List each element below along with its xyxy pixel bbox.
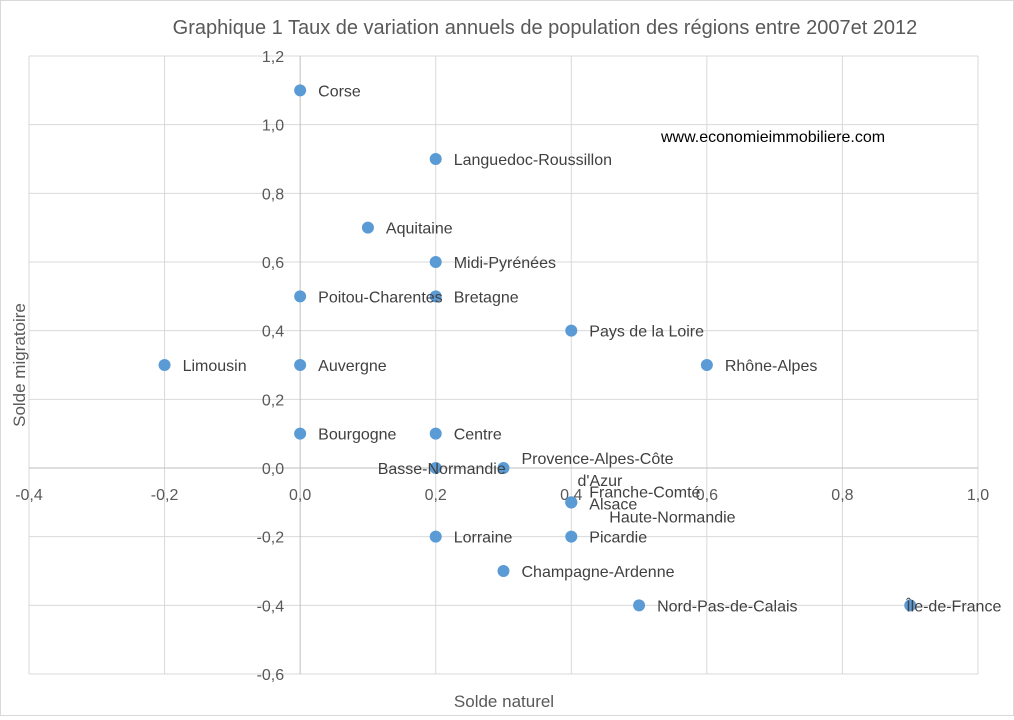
data-labels: Corse Languedoc-Roussillon AquitaineMidi-P… bbox=[183, 83, 1002, 615]
x-tick-label: 0,4 bbox=[560, 487, 582, 504]
data-point bbox=[633, 599, 646, 612]
data-point bbox=[294, 359, 307, 371]
data-point bbox=[158, 359, 171, 371]
y-tick-label: 1,0 bbox=[262, 118, 284, 135]
data-label: Centre bbox=[454, 427, 502, 444]
gridlines bbox=[28, 55, 979, 675]
data-point bbox=[700, 359, 713, 371]
x-axis-title: Solde naturel bbox=[454, 692, 554, 711]
data-label: Midi-Pyrénées bbox=[454, 255, 556, 272]
data-label: Poitou-Charentes bbox=[318, 289, 443, 306]
data-label: Limousin bbox=[183, 358, 247, 375]
y-tick-label: 1,2 bbox=[262, 49, 284, 66]
data-label: Pays de la Loire bbox=[589, 324, 704, 341]
watermark-annotation: www.economieimmobiliere.com bbox=[660, 129, 885, 146]
data-point bbox=[429, 530, 442, 543]
data-label: Île-de-France bbox=[905, 596, 1001, 615]
y-tick-label: 0,8 bbox=[262, 186, 284, 203]
data-label: Languedoc-Roussillon bbox=[454, 152, 612, 169]
data-point bbox=[565, 324, 578, 337]
data-point bbox=[429, 256, 442, 268]
data-point bbox=[361, 221, 374, 234]
data-label: Picardie bbox=[589, 530, 647, 547]
x-tick-label: 0,2 bbox=[425, 487, 447, 504]
data-point bbox=[429, 290, 442, 303]
data-label: Bourgogne bbox=[318, 427, 396, 444]
y-tick-label: 0,2 bbox=[262, 392, 284, 409]
data-point bbox=[565, 496, 578, 509]
data-point bbox=[565, 530, 578, 543]
y-tick-label: -0,6 bbox=[257, 667, 285, 684]
x-tick-label: 0,8 bbox=[831, 487, 853, 504]
data-point bbox=[294, 290, 307, 303]
x-tick-label: -0,4 bbox=[15, 487, 43, 504]
data-label: Corse bbox=[318, 83, 361, 100]
data-label: Basse-Normandie bbox=[378, 461, 506, 478]
x-tick-label: 0,6 bbox=[696, 487, 718, 504]
data-point bbox=[429, 462, 442, 474]
data-label: Champagne-Ardenne bbox=[522, 564, 675, 581]
data-label: Franche-Comté bbox=[589, 484, 700, 501]
x-tick-label: -0,2 bbox=[151, 487, 179, 504]
data-label: Aquitaine bbox=[386, 221, 453, 238]
y-axis-title: Solde migratoire bbox=[10, 303, 29, 427]
data-label: Auvergne bbox=[318, 358, 387, 375]
x-tick-label: 0,0 bbox=[289, 487, 311, 504]
tick-labels: -0,4 -0,2 0,0 0,2 0,4 0,6 0,8 1,0 -0,6 -0,4 -0,2 0,… bbox=[15, 49, 989, 684]
data-point bbox=[497, 462, 510, 474]
axes bbox=[29, 56, 978, 674]
chart-title: Graphique 1 Taux de variation annuels de… bbox=[173, 17, 918, 39]
y-tick-label: -0,4 bbox=[257, 598, 285, 615]
data-point bbox=[429, 427, 442, 440]
data-point bbox=[904, 599, 917, 612]
data-label: Nord-Pas-de-Calais bbox=[657, 598, 798, 615]
data-point bbox=[429, 153, 442, 165]
data-label: Rhône-Alpes bbox=[725, 358, 818, 375]
y-tick-label: 0,0 bbox=[262, 461, 284, 478]
y-tick-label: 0,4 bbox=[262, 324, 284, 341]
y-tick-label: 0,6 bbox=[262, 255, 284, 272]
data-point bbox=[294, 427, 307, 440]
y-tick-label: -0,2 bbox=[257, 530, 285, 547]
data-label: Lorraine bbox=[454, 530, 513, 547]
data-points bbox=[158, 84, 917, 612]
data-point bbox=[294, 84, 307, 97]
data-label: Provence-Alpes-Côte d'Azur bbox=[522, 451, 674, 490]
data-point bbox=[497, 565, 510, 577]
data-label: Bretagne bbox=[454, 289, 519, 306]
x-tick-label: 1,0 bbox=[967, 487, 989, 504]
data-label: Alsace bbox=[589, 496, 637, 513]
data-label: Haute-Normandie bbox=[609, 509, 735, 526]
